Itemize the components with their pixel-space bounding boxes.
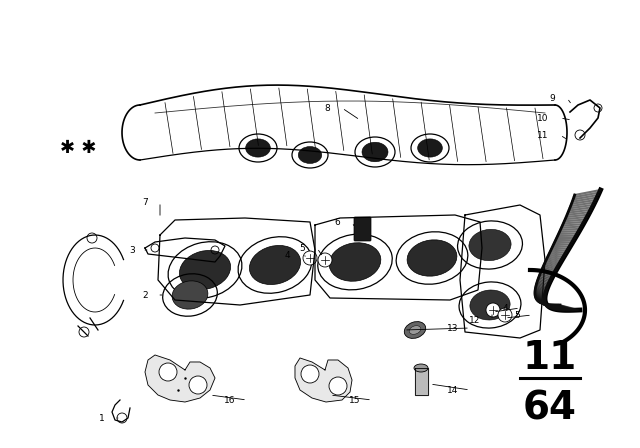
Text: 9: 9	[549, 94, 555, 103]
Text: 2: 2	[142, 290, 148, 300]
Ellipse shape	[172, 281, 208, 309]
Circle shape	[303, 251, 317, 265]
Ellipse shape	[470, 290, 510, 320]
Text: 16: 16	[223, 396, 235, 405]
Text: 12: 12	[468, 315, 480, 324]
Ellipse shape	[179, 250, 230, 289]
Ellipse shape	[250, 246, 301, 284]
Text: 6: 6	[334, 217, 340, 227]
Text: 14: 14	[447, 385, 458, 395]
Text: 10: 10	[536, 113, 548, 122]
Ellipse shape	[409, 326, 421, 334]
Text: 3: 3	[129, 246, 135, 254]
Text: 5: 5	[300, 244, 305, 253]
Text: 7: 7	[142, 198, 148, 207]
Text: 11: 11	[536, 130, 548, 139]
Polygon shape	[415, 368, 428, 395]
Ellipse shape	[404, 322, 426, 338]
Ellipse shape	[246, 139, 270, 157]
Text: 8: 8	[324, 103, 330, 112]
Polygon shape	[295, 358, 352, 402]
Polygon shape	[145, 355, 215, 402]
Text: 13: 13	[447, 323, 458, 332]
FancyBboxPatch shape	[354, 217, 371, 241]
Text: 1: 1	[99, 414, 105, 422]
Circle shape	[159, 363, 177, 381]
Text: 4: 4	[502, 303, 508, 313]
Ellipse shape	[407, 240, 457, 276]
Circle shape	[329, 377, 347, 395]
Text: 4: 4	[284, 250, 290, 259]
Text: 5: 5	[515, 310, 520, 319]
Ellipse shape	[414, 364, 428, 372]
Text: 15: 15	[349, 396, 360, 405]
Circle shape	[498, 308, 512, 322]
Ellipse shape	[469, 229, 511, 261]
Circle shape	[486, 303, 500, 317]
Text: 64: 64	[523, 389, 577, 427]
Ellipse shape	[298, 146, 322, 164]
Ellipse shape	[362, 142, 388, 162]
Text: ✱ ✱: ✱ ✱	[60, 139, 96, 157]
Circle shape	[301, 365, 319, 383]
Ellipse shape	[329, 243, 381, 281]
Circle shape	[189, 376, 207, 394]
Text: 11: 11	[523, 339, 577, 377]
Ellipse shape	[418, 139, 442, 157]
Circle shape	[318, 253, 332, 267]
